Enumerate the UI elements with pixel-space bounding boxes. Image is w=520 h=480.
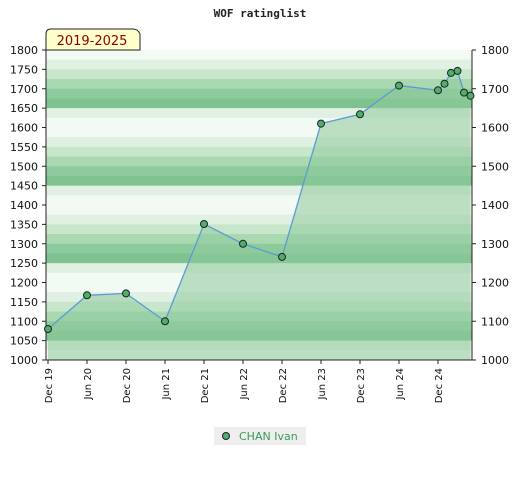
y-axis-right: 1000 1100 1200 1300 1400 1500 1600 1700 1800 [472, 44, 509, 367]
data-point [278, 252, 286, 261]
background-band [46, 79, 472, 90]
background-band [46, 98, 472, 109]
y-tick-label-right: 1200 [481, 277, 509, 290]
y-tick-label-right: 1800 [481, 44, 509, 57]
data-point [460, 88, 468, 97]
x-tick-label: Dec 22 [278, 368, 289, 403]
background-band [46, 185, 472, 196]
y-tick-label-right: 1100 [481, 315, 509, 328]
x-tick-label: Jun 23 [317, 368, 328, 401]
data-point [440, 79, 449, 88]
series-area [48, 70, 471, 361]
y-tick-label: 1400 [10, 199, 38, 212]
x-axis: Dec 19 Jun 20 Dec 20 Jun 21 Dec 21 Jun 22 Dec … [44, 360, 445, 403]
data-point [447, 68, 455, 77]
background-band [46, 166, 472, 177]
y-tick-label-right: 1300 [481, 238, 509, 251]
x-tick-label: Dec 21 [200, 368, 211, 403]
data-point [161, 317, 169, 326]
data-point [356, 110, 364, 119]
y-tick-label: 1350 [10, 218, 38, 231]
background-band [46, 137, 472, 148]
data-point [44, 325, 52, 333]
data-point [83, 291, 91, 300]
background-band [46, 59, 472, 70]
y-tick-label: 1050 [10, 335, 38, 348]
x-tick-label: Jun 24 [395, 368, 406, 401]
data-points [44, 66, 475, 333]
y-tick-label: 1000 [10, 354, 38, 367]
background-band [46, 224, 472, 235]
y-tick-label: 1800 [10, 44, 38, 57]
y-tick-label: 1600 [10, 122, 38, 135]
background-band [46, 195, 472, 206]
y-tick-label: 1500 [10, 160, 38, 173]
y-tick-label: 1700 [10, 83, 38, 96]
data-point [453, 66, 462, 75]
background-band [46, 214, 472, 225]
data-point [434, 86, 442, 95]
chart-title: WOF ratinglist [214, 7, 307, 20]
background-band [46, 127, 472, 138]
y-tick-label-right: 1700 [481, 83, 509, 96]
y-tick-label: 1250 [10, 257, 38, 270]
y-tick-label: 1300 [10, 238, 38, 251]
background-band [46, 117, 472, 128]
background-band [46, 88, 472, 99]
background-band [46, 108, 472, 119]
y-tick-label: 1750 [10, 63, 38, 76]
background-band [46, 234, 472, 245]
y-tick-label: 1150 [10, 296, 38, 309]
x-tick-label: Jun 22 [239, 368, 250, 401]
x-tick-label: Jun 21 [161, 368, 172, 401]
background-band [46, 146, 472, 158]
year-range-badge: 2019-2025 [45, 28, 141, 51]
x-tick-label: Dec 23 [356, 368, 367, 403]
data-point [317, 119, 325, 128]
background-band [46, 50, 472, 61]
legend: CHAN Ivan [214, 427, 306, 445]
data-point [395, 81, 403, 90]
badge-label: 2019-2025 [57, 34, 128, 49]
data-point [200, 220, 208, 228]
y-tick-label-right: 1600 [481, 122, 509, 135]
legend-label: CHAN Ivan [239, 430, 298, 443]
y-tick-label-right: 1000 [481, 354, 509, 367]
y-tick-label-right: 1500 [481, 160, 509, 173]
data-point [466, 91, 475, 100]
legend-marker [222, 432, 230, 440]
x-tick-label: Dec 24 [434, 368, 445, 403]
y-tick-label-right: 1400 [481, 199, 509, 212]
data-point [122, 289, 130, 298]
background-band [46, 205, 472, 216]
x-tick-label: Jun 20 [83, 368, 94, 401]
y-tick-label: 1450 [10, 180, 38, 193]
background-band [46, 156, 472, 167]
x-tick-label: Dec 20 [122, 368, 133, 403]
x-tick-label: Dec 19 [44, 368, 55, 403]
background-band [46, 69, 472, 80]
y-tick-label: 1200 [10, 277, 38, 290]
y-tick-label: 1650 [10, 102, 38, 115]
background-band [46, 175, 472, 187]
y-tick-label: 1550 [10, 141, 38, 154]
y-tick-label: 1100 [10, 315, 38, 328]
y-axis-left: 1000 1050 1100 1150 1200 1250 1300 1350 1400 1450… [10, 44, 46, 367]
data-point [239, 239, 247, 248]
